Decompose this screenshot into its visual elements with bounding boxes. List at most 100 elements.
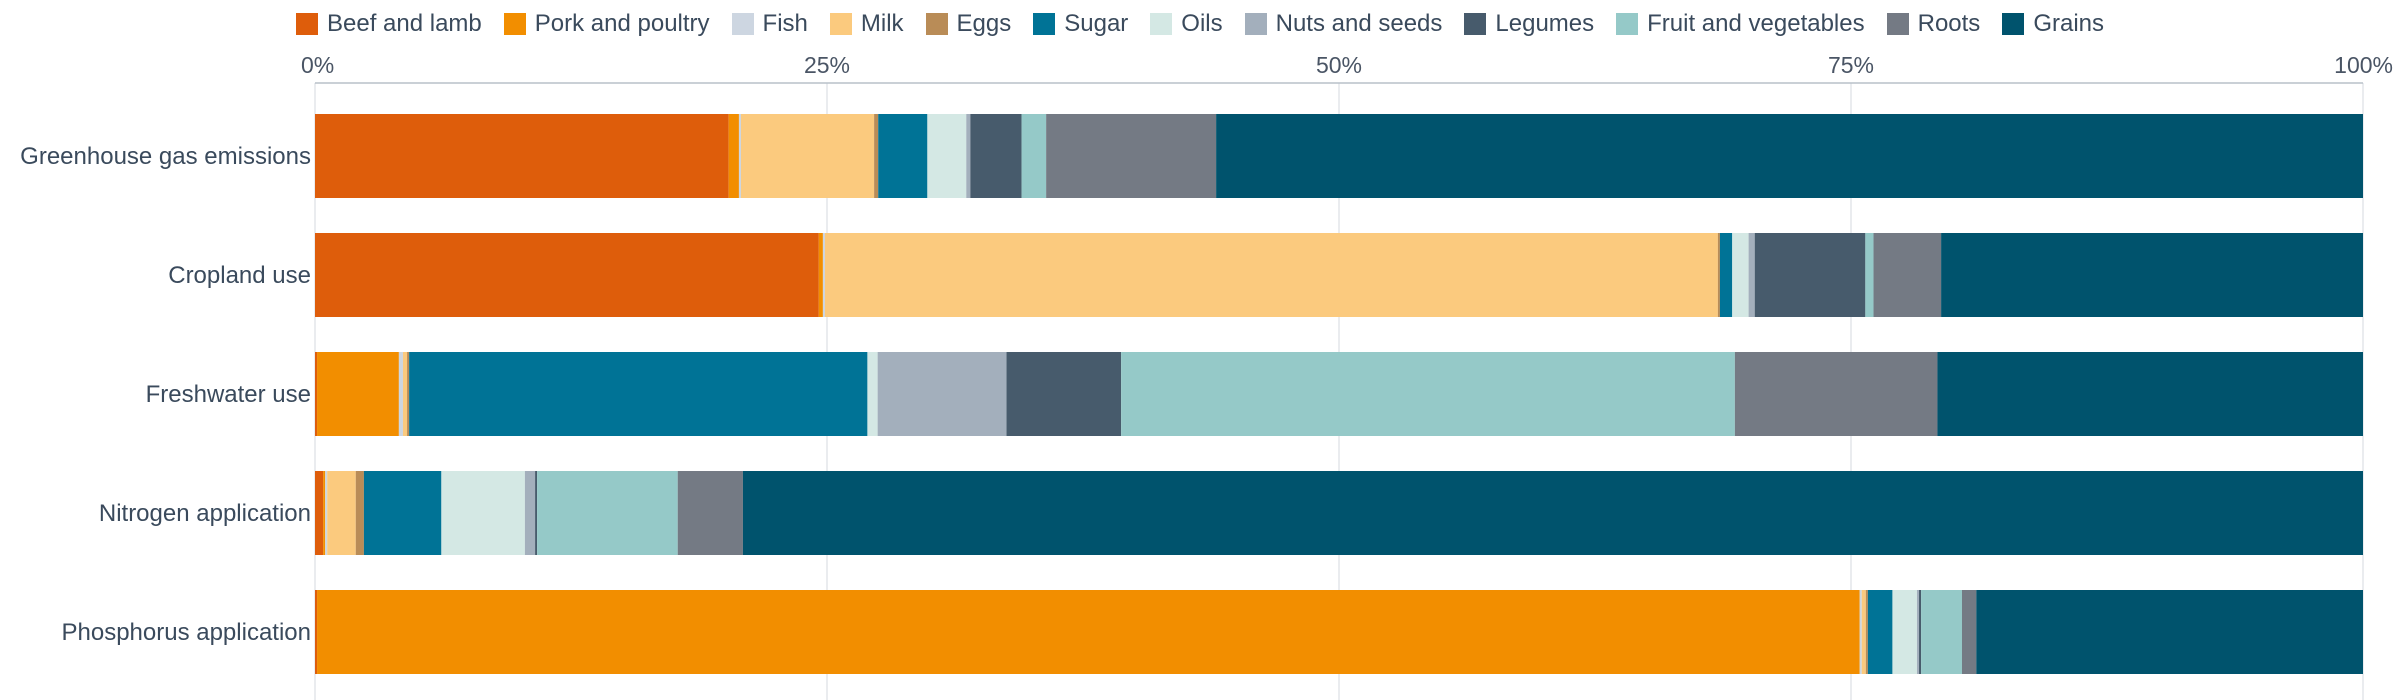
legend-swatch bbox=[1150, 13, 1173, 35]
category-label: Cropland use bbox=[168, 262, 311, 289]
bar-segment bbox=[824, 233, 1718, 317]
bar-segment bbox=[1046, 114, 1217, 198]
legend-label: Oils bbox=[1181, 10, 1223, 37]
bar-segment bbox=[535, 471, 538, 555]
bar-segment bbox=[1976, 590, 2363, 674]
bar-segment bbox=[317, 590, 1860, 674]
bar-segment bbox=[1865, 233, 1874, 317]
bar-segment bbox=[1734, 352, 1938, 436]
x-tick-label: 50% bbox=[1316, 52, 1362, 78]
bar-segment bbox=[1937, 352, 2363, 436]
bar-segment bbox=[677, 471, 743, 555]
legend-item: Eggs bbox=[925, 10, 1012, 38]
x-tick-label: 75% bbox=[1828, 52, 1874, 78]
bar-segment bbox=[728, 114, 739, 198]
legend-swatch bbox=[829, 13, 852, 35]
legend-swatch bbox=[1244, 13, 1267, 35]
bar-segment bbox=[537, 471, 678, 555]
bar-segment bbox=[315, 233, 819, 317]
category-label: Freshwater use bbox=[146, 381, 311, 408]
bar-segment bbox=[1941, 233, 2363, 317]
legend-label: Beef and lamb bbox=[326, 10, 482, 37]
bar-segment bbox=[407, 352, 410, 436]
bar-segment bbox=[1121, 352, 1735, 436]
bar-segment bbox=[966, 114, 971, 198]
bar-segment bbox=[742, 471, 2363, 555]
bar-segment bbox=[1717, 233, 1720, 317]
bar-segment bbox=[738, 114, 741, 198]
legend-item: Fish bbox=[731, 10, 808, 38]
legend-item: Nuts and seeds bbox=[1244, 10, 1443, 38]
bar-segment bbox=[1216, 114, 2363, 198]
legend-item: Fruit and vegetables bbox=[1616, 10, 1865, 38]
x-tick-label: 0% bbox=[301, 52, 334, 78]
x-tick-label: 100% bbox=[2334, 52, 2393, 78]
bar-segment bbox=[398, 352, 403, 436]
bar-segment bbox=[1859, 590, 1862, 674]
bar-segment bbox=[1748, 233, 1755, 317]
bar-segment bbox=[877, 352, 1007, 436]
legend-item: Oils bbox=[1150, 10, 1223, 38]
bar-segment bbox=[1873, 233, 1942, 317]
bar-segment bbox=[927, 114, 967, 198]
bar-segment bbox=[402, 352, 408, 436]
bar-segment bbox=[315, 114, 729, 198]
bar-segment bbox=[1916, 590, 1920, 674]
bar-segment bbox=[1892, 590, 1917, 674]
bar-segment bbox=[315, 352, 318, 436]
x-tick-label: 25% bbox=[804, 52, 850, 78]
bar-segment bbox=[327, 471, 356, 555]
legend-swatch bbox=[925, 13, 948, 35]
bar-segment bbox=[970, 114, 1022, 198]
bar-segment bbox=[317, 352, 399, 436]
legend-item: Roots bbox=[1886, 10, 1981, 38]
bar-segment bbox=[818, 233, 823, 317]
legend-label: Sugar bbox=[1064, 10, 1129, 37]
legend-swatch bbox=[1616, 13, 1639, 35]
bar-segment bbox=[1021, 114, 1047, 198]
bar-segment bbox=[315, 590, 318, 674]
bar-segment bbox=[1719, 233, 1733, 317]
bar-segment bbox=[355, 471, 364, 555]
legend-label: Legumes bbox=[1495, 10, 1595, 37]
bar-segment bbox=[822, 233, 825, 317]
legend-label: Eggs bbox=[956, 10, 1012, 37]
legend-label: Fruit and vegetables bbox=[1647, 10, 1865, 37]
legend-label: Nuts and seeds bbox=[1275, 10, 1443, 37]
legend-swatch bbox=[1033, 13, 1056, 35]
legend-item: Beef and lamb bbox=[295, 10, 482, 38]
bar-segment bbox=[323, 471, 326, 555]
bar-segment bbox=[1754, 233, 1866, 317]
legend-label: Roots bbox=[1917, 10, 1981, 37]
legend-swatch bbox=[731, 13, 754, 35]
bar-segment bbox=[524, 471, 536, 555]
bar-segment bbox=[1961, 590, 1977, 674]
bar-segment bbox=[1732, 233, 1749, 317]
bar-segment bbox=[874, 114, 879, 198]
chart-legend: Beef and lamb Pork and poultry Fish Milk Egg… bbox=[0, 4, 2400, 44]
bar-segment bbox=[867, 352, 878, 436]
category-label: Greenhouse gas emissions bbox=[20, 143, 311, 170]
bar-segment bbox=[1865, 590, 1868, 674]
bar-segment bbox=[363, 471, 442, 555]
legend-label: Grains bbox=[2033, 10, 2104, 37]
legend-label: Milk bbox=[860, 10, 904, 37]
bar-segment bbox=[740, 114, 875, 198]
bar-segment bbox=[441, 471, 525, 555]
legend-swatch bbox=[1886, 13, 1909, 35]
legend-item: Grains bbox=[2002, 10, 2104, 38]
category-label: Phosphorus application bbox=[61, 619, 311, 646]
bar-segment bbox=[325, 471, 328, 555]
category-label: Nitrogen application bbox=[99, 500, 311, 527]
legend-label: Fish bbox=[762, 10, 808, 37]
legend-swatch bbox=[503, 13, 526, 35]
bar-segment bbox=[1861, 590, 1866, 674]
legend-item: Pork and poultry bbox=[503, 10, 710, 38]
bar-segment bbox=[315, 471, 324, 555]
legend-item: Legumes bbox=[1464, 10, 1594, 38]
legend-label: Pork and poultry bbox=[534, 10, 710, 37]
bar-segment bbox=[409, 352, 868, 436]
legend-swatch bbox=[295, 13, 318, 35]
